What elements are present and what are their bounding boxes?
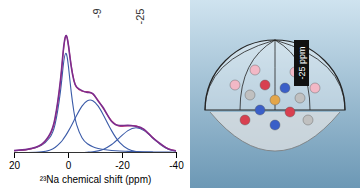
svg-text:-25 ppm: -25 ppm	[297, 46, 307, 79]
svg-text:0: 0	[66, 160, 72, 171]
svg-text:-40: -40	[169, 160, 184, 171]
svg-text:20: 20	[9, 160, 21, 171]
svg-text:²³Na chemical shift (ppm): ²³Na chemical shift (ppm)	[40, 174, 152, 185]
svg-text:-20: -20	[115, 160, 130, 171]
svg-text:-25: -25	[134, 9, 146, 25]
svg-text:-9: -9	[91, 9, 103, 19]
